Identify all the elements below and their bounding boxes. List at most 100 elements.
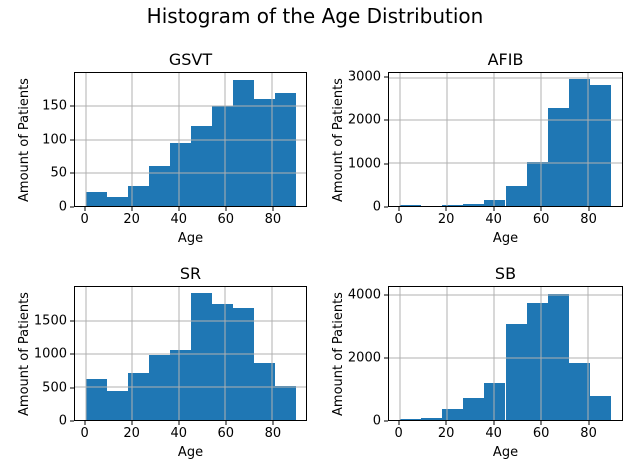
y-tick-label: 0	[372, 413, 381, 429]
x-gridline	[131, 287, 133, 420]
histogram-bar	[484, 200, 506, 206]
histogram-bar	[85, 379, 107, 420]
x-tick-label: 60	[217, 212, 235, 227]
subplot-sr: SR 0 20 40 60 80 0 500 1000 1500 Age Amount of Pati…	[17, 265, 307, 460]
histogram-bar	[148, 355, 170, 420]
x-gridline	[540, 73, 542, 206]
y-tick-mark	[70, 172, 74, 174]
x-tick-mark	[272, 207, 274, 211]
subplot-title: SB	[494, 264, 517, 284]
x-tick-mark	[398, 207, 400, 211]
x-axis-label: Age	[492, 445, 519, 460]
y-tick-label: 50	[50, 165, 67, 181]
x-tick-mark	[272, 421, 274, 425]
histogram-bar	[441, 205, 464, 206]
histogram-bar	[547, 293, 570, 420]
plot-area	[74, 286, 307, 421]
x-tick-mark	[178, 207, 180, 211]
y-axis-label: Amount of Patients	[16, 291, 32, 416]
x-tick-label: 80	[580, 426, 597, 441]
histogram-bar	[569, 79, 591, 206]
x-tick-mark	[131, 421, 133, 425]
histogram-bar	[169, 142, 191, 206]
histogram-bar	[211, 106, 233, 206]
x-tick-label: 20	[123, 212, 140, 227]
x-tick-label: 80	[580, 212, 597, 227]
histogram-bar	[505, 185, 527, 206]
histogram-bar	[505, 323, 527, 420]
y-tick-label: 0	[58, 413, 67, 429]
y-tick-mark	[384, 76, 388, 78]
y-tick-label: 0	[58, 199, 67, 215]
plot-area	[388, 286, 623, 421]
y-tick-label: 2000	[347, 112, 381, 128]
x-gridline	[399, 73, 401, 206]
y-axis-label: Amount of Patients	[16, 77, 32, 202]
y-tick-label: 1000	[33, 346, 67, 362]
histogram-bar	[127, 186, 149, 206]
histogram-bar	[274, 385, 296, 420]
x-tick-mark	[588, 207, 590, 211]
y-tick-mark	[70, 387, 74, 389]
x-tick-mark	[588, 421, 590, 425]
histogram-bar	[399, 419, 421, 420]
histogram-bar	[190, 293, 212, 420]
y-tick-mark	[70, 206, 74, 208]
histogram-bar	[232, 307, 254, 420]
histogram-bar	[547, 108, 570, 206]
y-tick-mark	[384, 357, 388, 359]
x-tick-mark	[84, 421, 86, 425]
y-gridline	[389, 119, 622, 121]
y-gridline	[389, 77, 622, 79]
histogram-bar	[211, 303, 233, 420]
y-tick-label: 3000	[347, 69, 381, 85]
y-tick-mark	[70, 420, 74, 422]
y-tick-label: 4000	[347, 287, 381, 303]
plot-area	[388, 72, 623, 207]
y-gridline	[75, 172, 306, 174]
histogram-bar	[569, 363, 591, 420]
y-tick-label: 500	[42, 380, 67, 396]
histogram-bar	[420, 417, 442, 420]
x-tick-label: 20	[437, 212, 455, 227]
x-tick-mark	[540, 421, 542, 425]
x-gridline	[399, 287, 401, 420]
x-tick-label: 0	[394, 212, 403, 227]
histogram-bar	[274, 92, 296, 206]
x-gridline	[271, 287, 273, 420]
histogram-bar	[148, 166, 170, 206]
subplot-title: AFIB	[487, 50, 524, 70]
x-tick-mark	[493, 421, 495, 425]
y-tick-mark	[384, 206, 388, 208]
histogram-bar	[441, 409, 464, 420]
x-tick-mark	[225, 207, 227, 211]
histogram-bar	[526, 302, 548, 420]
x-tick-label: 60	[217, 426, 235, 441]
x-gridline	[224, 287, 226, 420]
histogram-bar	[526, 161, 548, 206]
histogram-bar	[106, 390, 128, 420]
x-tick-label: 40	[170, 426, 187, 441]
histogram-bar	[253, 98, 275, 206]
histogram-bar	[484, 382, 506, 420]
x-tick-label: 20	[123, 426, 140, 441]
subplot-title: SR	[179, 264, 202, 284]
x-tick-label: 40	[485, 212, 502, 227]
y-tick-mark	[384, 119, 388, 121]
x-tick-mark	[84, 207, 86, 211]
x-axis-label: Age	[177, 231, 204, 246]
histogram-bar	[190, 126, 212, 206]
x-gridline	[540, 287, 542, 420]
y-tick-label: 1000	[347, 156, 381, 172]
histogram-bar	[85, 192, 107, 206]
y-gridline	[75, 139, 306, 140]
histogram-bar	[463, 203, 485, 206]
x-tick-label: 60	[532, 426, 550, 441]
y-tick-label: 0	[372, 199, 381, 215]
x-tick-mark	[131, 207, 133, 211]
x-tick-label: 80	[264, 212, 282, 227]
x-gridline	[493, 73, 495, 206]
histogram-bar	[169, 350, 191, 420]
y-gridline	[389, 162, 622, 164]
